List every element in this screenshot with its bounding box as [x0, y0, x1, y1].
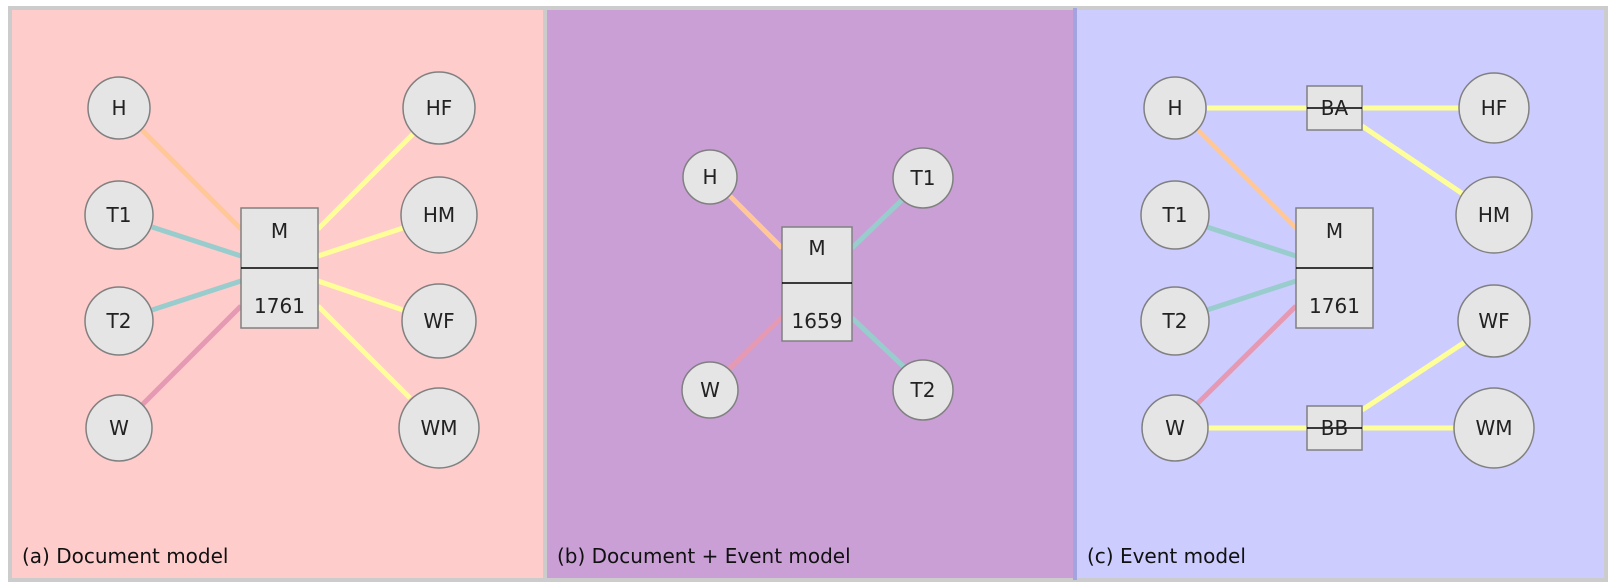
node-hf: HF [1458, 72, 1530, 144]
record-type: M [1326, 219, 1343, 243]
svg-text:HM: HM [423, 203, 455, 227]
node-wm: WM [1453, 387, 1535, 469]
node-wf: WF [1457, 284, 1531, 358]
record-year: 1659 [792, 309, 843, 333]
edge-t1-m [850, 196, 906, 250]
record-node: M 1659 [781, 226, 853, 342]
outer-frame [8, 6, 1608, 582]
edge-w-m [140, 304, 243, 407]
panel-document-event-model: H T1 W T2 M 1659 (b) Document + Event mo… [545, 8, 1075, 580]
svg-text:WF: WF [1478, 309, 1509, 333]
svg-text:HM: HM [1478, 203, 1510, 227]
node-wm: WM [398, 387, 480, 469]
svg-text:T2: T2 [106, 309, 132, 333]
event-node-ba: BA [1306, 85, 1363, 131]
svg-text:WF: WF [423, 309, 454, 333]
svg-text:HF: HF [426, 96, 453, 120]
node-hf: HF [402, 71, 476, 145]
edge-h-m [140, 128, 243, 231]
edge-w-m [727, 315, 784, 371]
svg-text:WM: WM [1475, 416, 1512, 440]
node-h: H [87, 76, 151, 140]
panel-document-model: H T1 T2 W HF HM WF WM [10, 8, 545, 580]
edge-t1-m [151, 224, 242, 259]
record-node: M 1761 [1295, 207, 1374, 329]
svg-text:BB: BB [1321, 416, 1348, 440]
edge-t2-m [1206, 278, 1297, 313]
svg-text:BA: BA [1321, 96, 1349, 120]
node-h: H [1143, 76, 1207, 140]
panel-label: (b) Document + Event model [557, 544, 851, 568]
node-wf: WF [401, 283, 477, 359]
node-w: W [681, 361, 739, 419]
panel-label: (c) Event model [1087, 544, 1246, 568]
record-type: M [808, 236, 825, 260]
edge-h-m [1195, 127, 1299, 231]
edge-w-m [1195, 304, 1298, 406]
svg-text:H: H [1167, 96, 1182, 120]
record-year: 1761 [254, 294, 305, 318]
edge-m-hm [317, 225, 404, 259]
event-node-bb: BB [1306, 405, 1363, 451]
record-node: M 1761 [240, 207, 319, 329]
svg-text:T1: T1 [106, 203, 132, 227]
node-hm: HM [1455, 176, 1533, 254]
svg-text:W: W [1165, 416, 1185, 440]
edge-m-wf [317, 278, 404, 313]
svg-text:W: W [109, 416, 129, 440]
svg-text:T2: T2 [1162, 309, 1188, 333]
node-hm: HM [400, 176, 478, 254]
edge-bb-wf [1360, 339, 1467, 413]
edge-h-m [727, 193, 784, 250]
svg-text:H: H [702, 165, 717, 189]
record-type: M [271, 219, 288, 243]
svg-text:T1: T1 [910, 166, 936, 190]
edge-ba-hm [1360, 123, 1465, 197]
svg-text:T1: T1 [1162, 203, 1188, 227]
node-t2: T2 [84, 286, 154, 356]
svg-text:HF: HF [1481, 96, 1508, 120]
svg-text:H: H [111, 96, 126, 120]
node-t1: T1 [892, 147, 954, 209]
node-w: W [85, 394, 153, 462]
node-w: W [1141, 394, 1209, 462]
node-t1: T1 [84, 180, 154, 250]
panel-label: (a) Document model [22, 544, 228, 568]
edge-t1-m [1206, 224, 1297, 259]
svg-text:T2: T2 [910, 378, 936, 402]
edge-t2-m [151, 278, 242, 313]
node-t2: T2 [892, 359, 954, 421]
node-t1: T1 [1140, 180, 1210, 250]
node-h: H [682, 149, 738, 205]
svg-text:WM: WM [420, 416, 457, 440]
svg-text:W: W [700, 378, 720, 402]
edge-m-hf [316, 132, 415, 231]
edge-t2-m [850, 316, 906, 369]
node-t2: T2 [1140, 286, 1210, 356]
edge-m-wm [316, 304, 412, 400]
record-year: 1761 [1309, 294, 1360, 318]
panel-event-model: H T1 T2 W HF HM WF WM [1075, 8, 1606, 580]
